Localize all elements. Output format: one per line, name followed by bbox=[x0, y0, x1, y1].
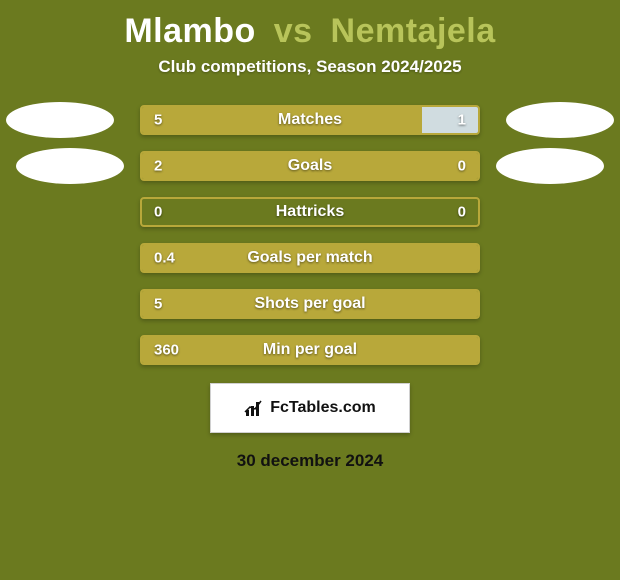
bar-segment-left bbox=[142, 291, 478, 317]
chart-icon bbox=[244, 400, 264, 416]
stat-row-hattricks: 0 Hattricks 0 bbox=[0, 189, 620, 235]
stat-value-right: 0 bbox=[458, 204, 466, 221]
stat-label: Hattricks bbox=[142, 203, 478, 221]
stat-value-left: 5 bbox=[154, 112, 162, 129]
bar-segment-right bbox=[422, 107, 478, 133]
page-title: Mlambo vs Nemtajela bbox=[0, 0, 620, 57]
player1-photo bbox=[16, 148, 124, 184]
stat-bar: 2 Goals 0 bbox=[140, 151, 480, 181]
vs-label: vs bbox=[274, 12, 313, 50]
bar-segment-left bbox=[142, 337, 478, 363]
date-label: 30 december 2024 bbox=[0, 451, 620, 471]
stat-bar: 5 Shots per goal bbox=[140, 289, 480, 319]
stat-bar: 0 Hattricks 0 bbox=[140, 197, 480, 227]
source-badge[interactable]: FcTables.com bbox=[210, 383, 410, 433]
stat-value-left: 2 bbox=[154, 158, 162, 175]
stat-value-left: 0 bbox=[154, 204, 162, 221]
bar-segment-left bbox=[142, 153, 478, 179]
bar-segment-left bbox=[142, 107, 422, 133]
stats-container: 5 Matches 1 2 Goals 0 0 Hattricks 0 bbox=[0, 97, 620, 373]
stat-row-matches: 5 Matches 1 bbox=[0, 97, 620, 143]
badge-text: FcTables.com bbox=[270, 399, 376, 417]
stat-value-left: 5 bbox=[154, 296, 162, 313]
stat-value-right: 1 bbox=[458, 112, 466, 129]
stat-bar: 0.4 Goals per match bbox=[140, 243, 480, 273]
stat-row-goals: 2 Goals 0 bbox=[0, 143, 620, 189]
bar-segment-left bbox=[142, 245, 478, 271]
player2-photo bbox=[506, 102, 614, 138]
stat-bar: 5 Matches 1 bbox=[140, 105, 480, 135]
stat-row-gpm: 0.4 Goals per match bbox=[0, 235, 620, 281]
player1-name: Mlambo bbox=[124, 12, 255, 50]
stat-bar: 360 Min per goal bbox=[140, 335, 480, 365]
subtitle: Club competitions, Season 2024/2025 bbox=[0, 57, 620, 77]
stat-row-spg: 5 Shots per goal bbox=[0, 281, 620, 327]
player2-photo bbox=[496, 148, 604, 184]
stat-value-left: 360 bbox=[154, 342, 179, 359]
player2-name: Nemtajela bbox=[331, 12, 496, 50]
player1-photo bbox=[6, 102, 114, 138]
stat-row-mpg: 360 Min per goal bbox=[0, 327, 620, 373]
stat-value-right: 0 bbox=[458, 158, 466, 175]
stat-value-left: 0.4 bbox=[154, 250, 175, 267]
